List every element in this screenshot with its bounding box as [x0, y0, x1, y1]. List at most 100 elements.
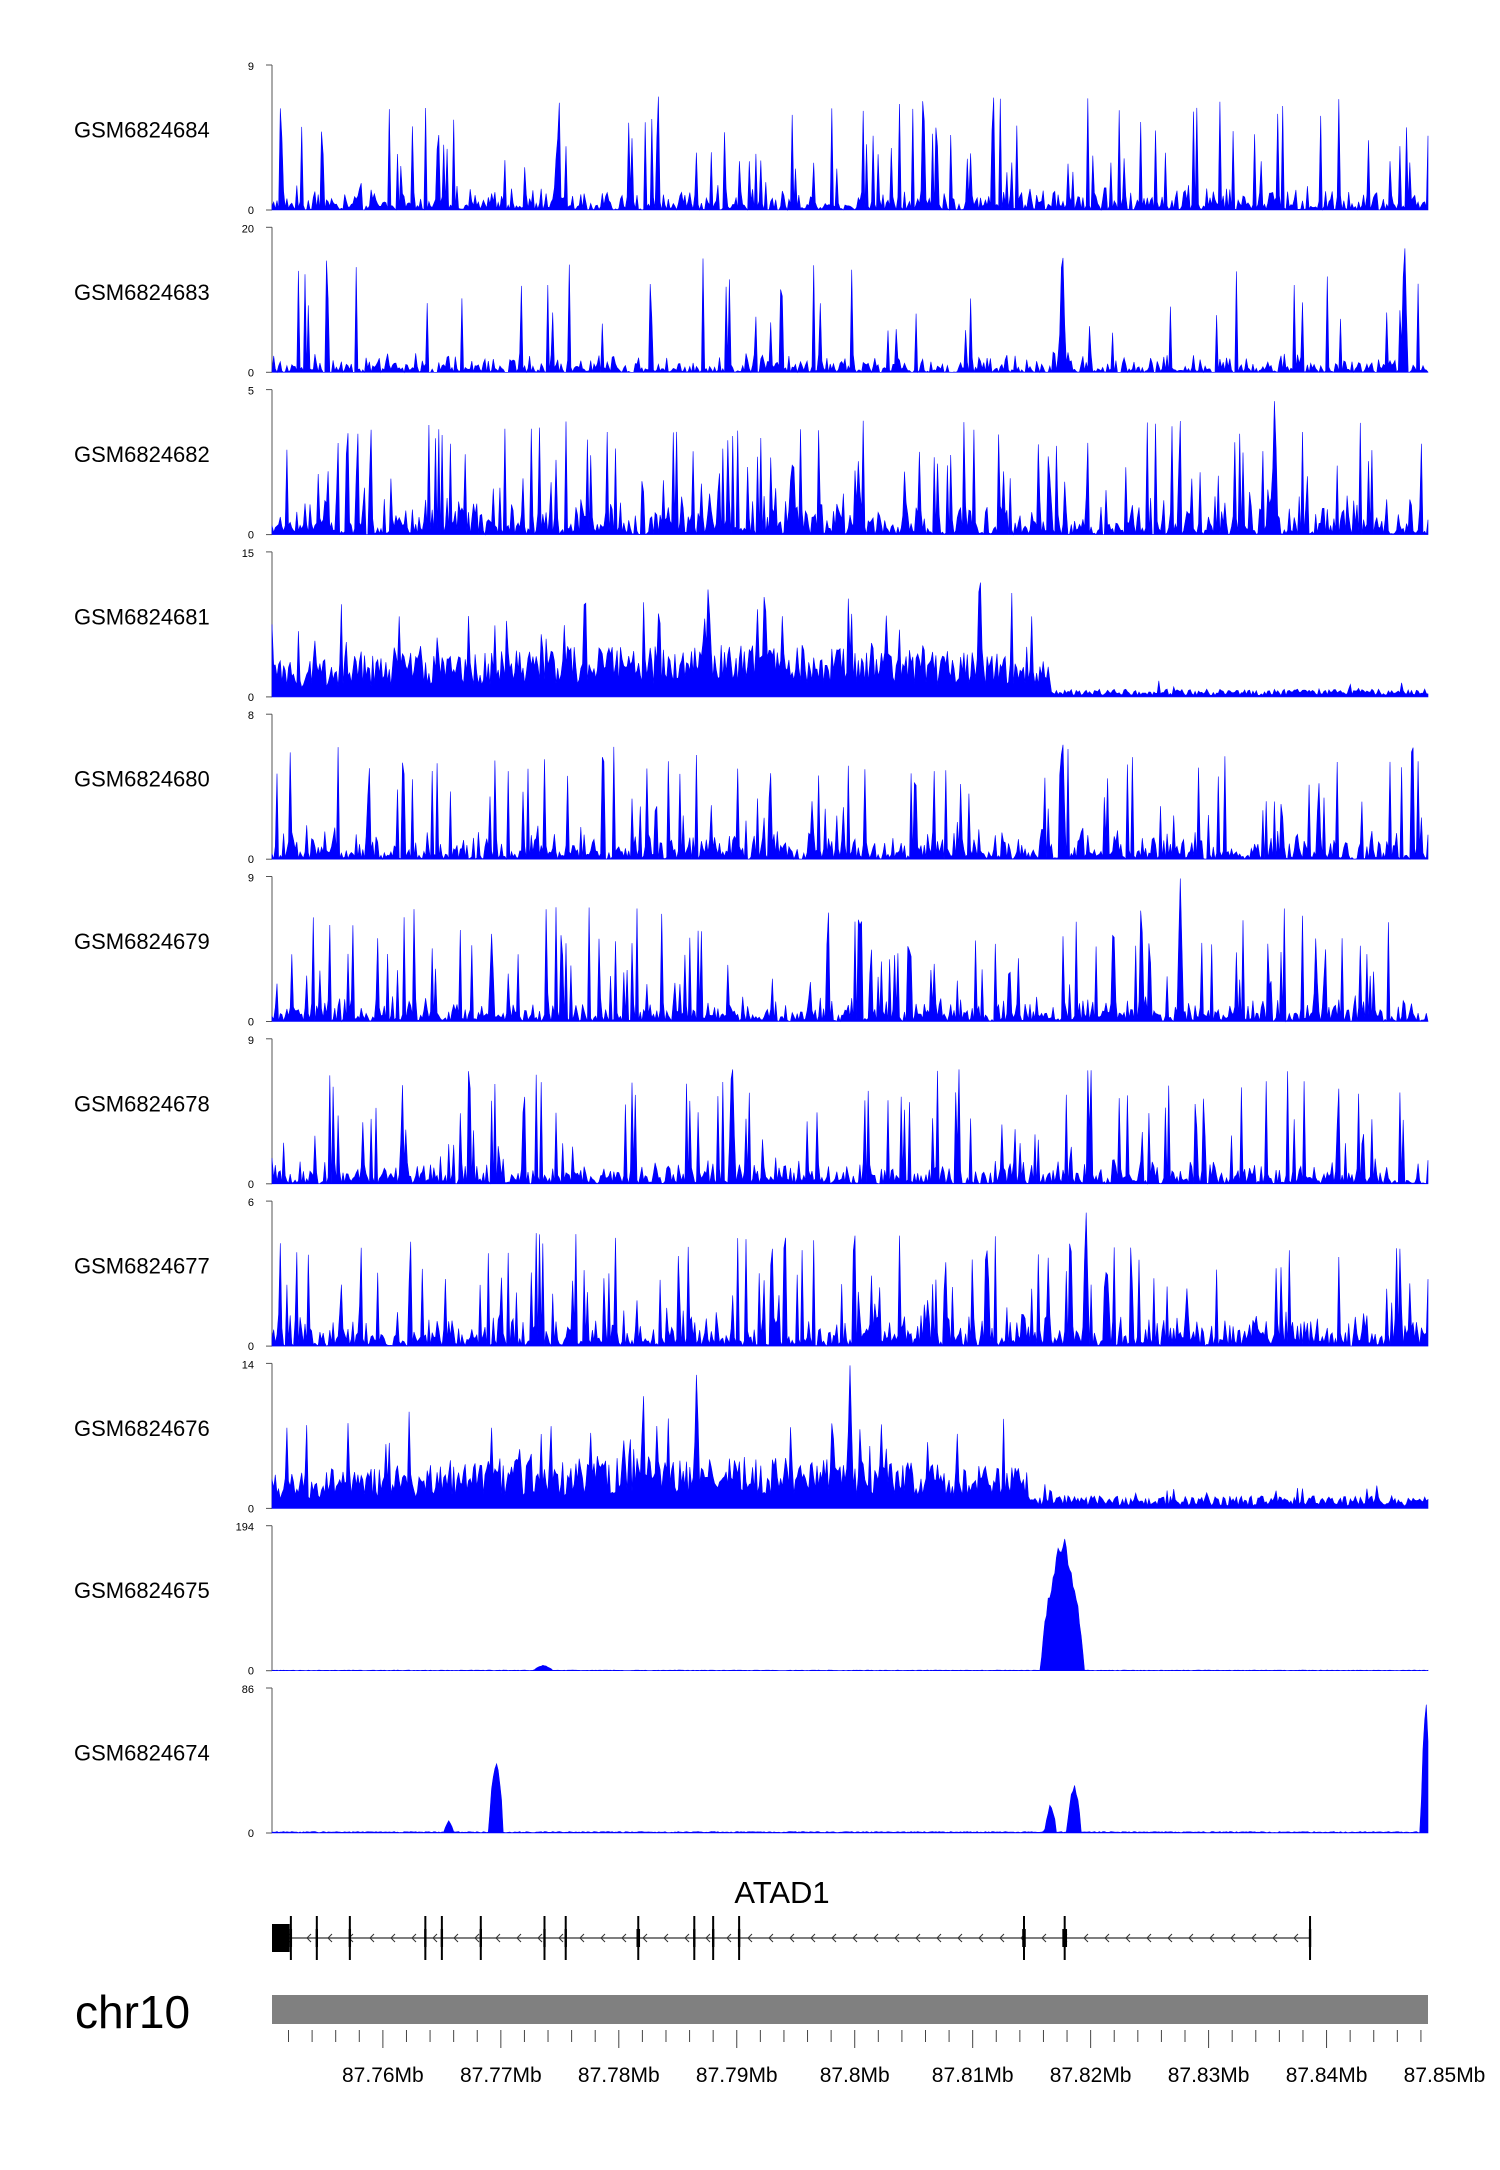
strand-arrow: [432, 1933, 438, 1943]
gene-exon: [272, 1924, 290, 1952]
chromosome-bar: [272, 1995, 1428, 2024]
coverage-area: [271, 96, 1429, 212]
strand-arrow: [1188, 1933, 1194, 1943]
tick-label: 87.77Mb: [460, 2064, 542, 2087]
strand-arrow: [1041, 1933, 1047, 1943]
coverage-area: [271, 248, 1429, 374]
strand-arrow: [789, 1933, 795, 1943]
strand-arrow: [474, 1933, 480, 1943]
strand-arrow: [915, 1933, 921, 1943]
y-max-label: 5: [248, 386, 254, 398]
track-GSM6824681: GSM6824681 15 0: [74, 548, 1429, 704]
strand-arrow: [1251, 1933, 1257, 1943]
y-max-label: 8: [248, 710, 254, 722]
y-min-label: 0: [248, 367, 254, 379]
strand-arrow: [1125, 1933, 1131, 1943]
y-min-label: 0: [248, 1666, 254, 1678]
strand-arrow: [537, 1933, 543, 1943]
tick-label: 87.78Mb: [578, 2064, 660, 2087]
gene-track: ATAD1: [272, 1875, 1312, 1960]
coverage-area: [271, 1538, 1429, 1671]
strand-arrow: [936, 1933, 942, 1943]
strand-arrow: [810, 1933, 816, 1943]
coverage-area: [271, 744, 1429, 861]
strand-arrow: [726, 1933, 732, 1943]
strand-arrow: [495, 1933, 501, 1943]
tick-label: 87.8Mb: [820, 2064, 890, 2087]
strand-arrow: [957, 1933, 963, 1943]
strand-arrow: [642, 1933, 648, 1943]
y-min-label: 0: [248, 1828, 254, 1840]
track-label: GSM6824680: [74, 767, 210, 792]
track-GSM6824678: GSM6824678 9 0: [74, 1035, 1429, 1191]
strand-arrow: [390, 1933, 396, 1943]
strand-arrow: [852, 1933, 858, 1943]
strand-arrow: [516, 1933, 522, 1943]
y-max-label: 14: [242, 1359, 254, 1371]
tick-label: 87.76Mb: [342, 2064, 424, 2087]
strand-arrow: [579, 1933, 585, 1943]
strand-arrow: [894, 1933, 900, 1943]
strand-arrow: [1293, 1933, 1299, 1943]
strand-arrow: [1209, 1933, 1215, 1943]
y-min-label: 0: [248, 692, 254, 704]
y-max-label: 9: [248, 1035, 254, 1047]
strand-arrow: [453, 1933, 459, 1943]
coverage-tracks: GSM682468490GSM6824683200GSM682468250GSM…: [74, 61, 1429, 1840]
track-label: GSM6824675: [74, 1578, 210, 1603]
track-label: GSM6824683: [74, 280, 210, 305]
y-max-label: 9: [248, 873, 254, 885]
y-max-label: 86: [242, 1684, 254, 1696]
y-max-label: 9: [248, 61, 254, 73]
chromosome-label: chr10: [75, 1986, 190, 2038]
strand-arrow: [684, 1933, 690, 1943]
y-min-label: 0: [248, 205, 254, 217]
strand-arrow: [1230, 1933, 1236, 1943]
y-max-label: 6: [248, 1197, 254, 1209]
coverage-area: [271, 1704, 1429, 1834]
strand-arrow: [600, 1933, 606, 1943]
strand-arrow: [1146, 1933, 1152, 1943]
track-label: GSM6824679: [74, 929, 210, 954]
y-max-label: 194: [236, 1522, 254, 1534]
track-GSM6824675: GSM6824675 194 0: [74, 1522, 1429, 1678]
y-min-label: 0: [248, 530, 254, 542]
tick-label: 87.79Mb: [696, 2064, 778, 2087]
y-max-label: 20: [242, 223, 254, 235]
gene-name-label: ATAD1: [734, 1875, 829, 1910]
strand-arrow: [411, 1933, 417, 1943]
strand-arrow: [831, 1933, 837, 1943]
y-max-label: 15: [242, 548, 254, 560]
track-GSM6824679: GSM6824679 9 0: [74, 873, 1429, 1029]
coverage-area: [271, 1069, 1429, 1185]
track-label: GSM6824674: [74, 1741, 210, 1766]
track-label: GSM6824676: [74, 1416, 210, 1441]
strand-arrow: [327, 1933, 333, 1943]
track-label: GSM6824682: [74, 442, 210, 467]
track-GSM6824677: GSM6824677 6 0: [74, 1197, 1429, 1353]
strand-arrow: [999, 1933, 1005, 1943]
coverage-area: [271, 1365, 1429, 1509]
strand-arrow: [1272, 1933, 1278, 1943]
track-label: GSM6824684: [74, 118, 210, 143]
y-min-label: 0: [248, 1341, 254, 1353]
strand-arrow: [369, 1933, 375, 1943]
strand-arrow: [663, 1933, 669, 1943]
strand-arrow: [873, 1933, 879, 1943]
strand-arrow: [1104, 1933, 1110, 1943]
strand-arrow: [768, 1933, 774, 1943]
track-label: GSM6824678: [74, 1091, 210, 1116]
tick-label: 87.83Mb: [1168, 2064, 1250, 2087]
chromosome-axis: chr10 87.76Mb 87.77Mb 87.78Mb 87.79Mb 87.8Mb…: [75, 1986, 1485, 2087]
strand-arrow: [1083, 1933, 1089, 1943]
strand-arrow: [1167, 1933, 1173, 1943]
track-GSM6824674: GSM6824674 86 0: [74, 1684, 1429, 1840]
track-GSM6824684: GSM6824684 9 0: [74, 61, 1429, 217]
tick-label: 87.84Mb: [1286, 2064, 1368, 2087]
coverage-area: [271, 401, 1429, 536]
strand-arrow: [306, 1933, 312, 1943]
strand-arrow: [705, 1933, 711, 1943]
y-min-label: 0: [248, 1017, 254, 1029]
track-label: GSM6824677: [74, 1254, 210, 1279]
